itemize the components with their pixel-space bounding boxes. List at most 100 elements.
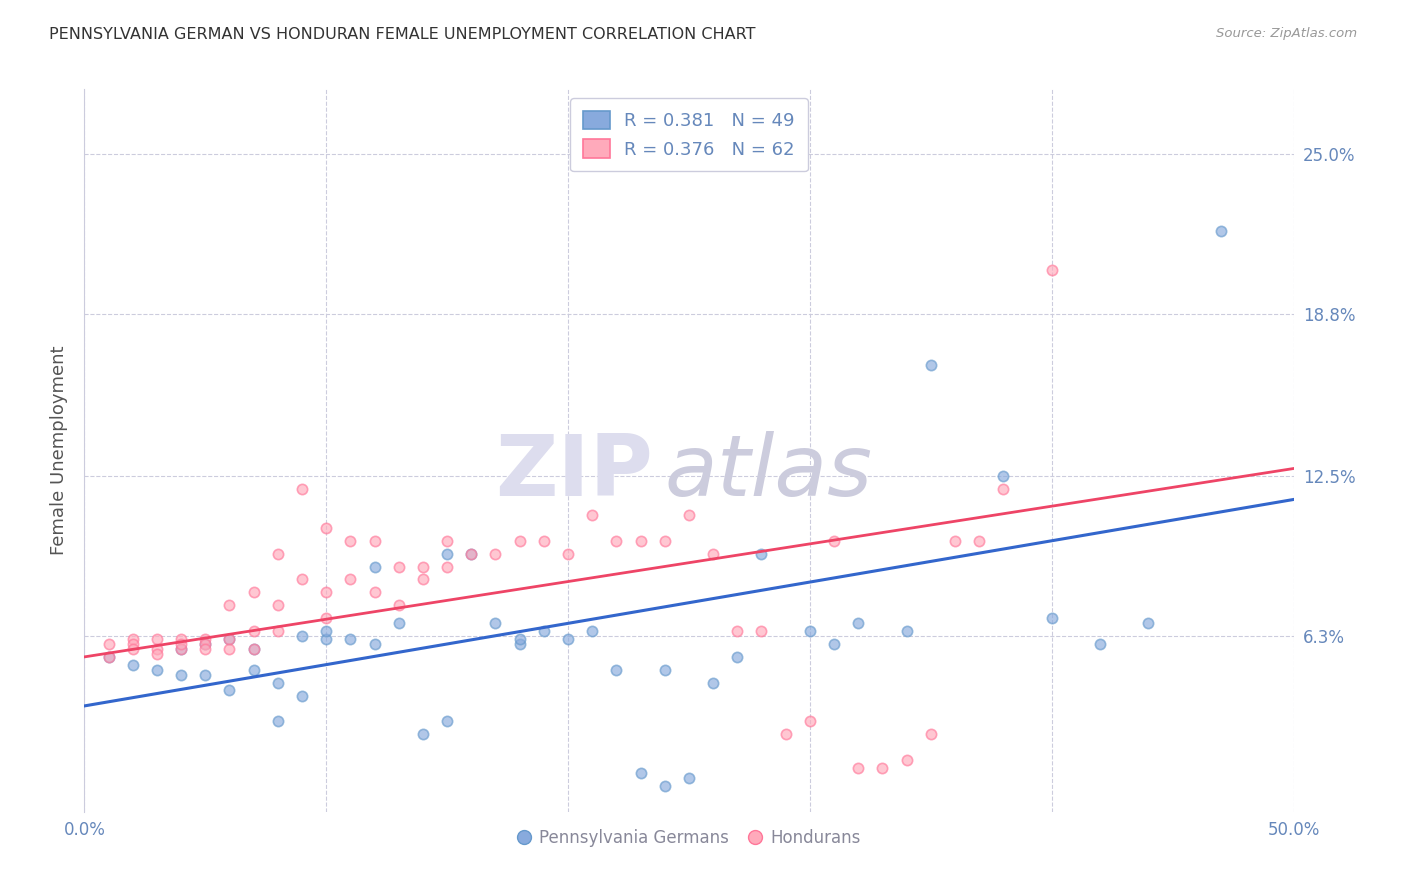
Point bbox=[291, 573, 314, 587]
Point bbox=[678, 508, 700, 522]
Point bbox=[339, 632, 361, 646]
Point bbox=[267, 675, 290, 690]
Point bbox=[605, 663, 627, 677]
Point bbox=[436, 714, 458, 729]
Point bbox=[1088, 637, 1111, 651]
Point bbox=[170, 642, 193, 657]
Point bbox=[170, 642, 193, 657]
Point bbox=[751, 547, 773, 561]
Point bbox=[194, 632, 217, 646]
Point bbox=[581, 508, 603, 522]
Point bbox=[846, 761, 869, 775]
Point bbox=[267, 547, 290, 561]
Point bbox=[533, 624, 555, 639]
Point bbox=[121, 642, 143, 657]
Point bbox=[388, 599, 411, 613]
Point bbox=[799, 714, 821, 729]
Point bbox=[242, 624, 264, 639]
Point bbox=[581, 624, 603, 639]
Point bbox=[678, 771, 700, 785]
Point bbox=[315, 632, 337, 646]
Point bbox=[993, 482, 1015, 496]
Point bbox=[412, 573, 434, 587]
Point bbox=[896, 753, 918, 767]
Point bbox=[339, 533, 361, 548]
Point bbox=[920, 359, 942, 373]
Point bbox=[170, 637, 193, 651]
Point bbox=[218, 632, 240, 646]
Point bbox=[751, 624, 773, 639]
Point bbox=[97, 637, 120, 651]
Point bbox=[605, 533, 627, 548]
Point bbox=[484, 547, 506, 561]
Point bbox=[460, 547, 482, 561]
Point bbox=[460, 547, 482, 561]
Point bbox=[509, 533, 531, 548]
Point bbox=[896, 624, 918, 639]
Point bbox=[242, 585, 264, 599]
Point bbox=[654, 663, 676, 677]
Y-axis label: Female Unemployment: Female Unemployment bbox=[49, 346, 67, 555]
Point bbox=[218, 683, 240, 698]
Point bbox=[146, 642, 169, 657]
Point bbox=[920, 727, 942, 741]
Point bbox=[799, 624, 821, 639]
Point bbox=[702, 547, 724, 561]
Point bbox=[509, 632, 531, 646]
Point bbox=[1040, 611, 1063, 625]
Point bbox=[1040, 263, 1063, 277]
Point bbox=[630, 533, 652, 548]
Point bbox=[267, 714, 290, 729]
Point bbox=[339, 573, 361, 587]
Point bbox=[218, 632, 240, 646]
Point bbox=[267, 599, 290, 613]
Text: Source: ZipAtlas.com: Source: ZipAtlas.com bbox=[1216, 27, 1357, 40]
Text: atlas: atlas bbox=[665, 431, 873, 514]
Point bbox=[509, 637, 531, 651]
Point bbox=[630, 766, 652, 780]
Point bbox=[436, 533, 458, 548]
Point bbox=[967, 533, 990, 548]
Point bbox=[388, 559, 411, 574]
Point bbox=[557, 547, 579, 561]
Point bbox=[315, 521, 337, 535]
Point bbox=[725, 624, 748, 639]
Point bbox=[872, 761, 894, 775]
Point bbox=[242, 663, 264, 677]
Point bbox=[267, 624, 290, 639]
Point bbox=[363, 559, 385, 574]
Point bbox=[654, 533, 676, 548]
Point bbox=[823, 533, 845, 548]
Point bbox=[725, 649, 748, 664]
Point bbox=[315, 624, 337, 639]
Point bbox=[194, 637, 217, 651]
Point bbox=[194, 637, 217, 651]
Point bbox=[823, 637, 845, 651]
Point bbox=[943, 533, 966, 548]
Point bbox=[146, 648, 169, 662]
Point bbox=[412, 727, 434, 741]
Point bbox=[846, 616, 869, 631]
Point bbox=[97, 649, 120, 664]
Point bbox=[121, 637, 143, 651]
Point bbox=[654, 779, 676, 793]
Point bbox=[557, 632, 579, 646]
Point bbox=[1137, 616, 1160, 631]
Point bbox=[291, 629, 314, 643]
Point bbox=[363, 637, 385, 651]
Point bbox=[121, 632, 143, 646]
Point bbox=[291, 689, 314, 703]
Point bbox=[194, 668, 217, 682]
Point bbox=[533, 533, 555, 548]
Text: PENNSYLVANIA GERMAN VS HONDURAN FEMALE UNEMPLOYMENT CORRELATION CHART: PENNSYLVANIA GERMAN VS HONDURAN FEMALE U… bbox=[49, 27, 755, 42]
Point bbox=[146, 663, 169, 677]
Text: ZIP: ZIP bbox=[495, 431, 652, 514]
Point bbox=[146, 632, 169, 646]
Point bbox=[388, 616, 411, 631]
Point bbox=[993, 469, 1015, 483]
Point bbox=[436, 547, 458, 561]
Point bbox=[97, 649, 120, 664]
Point bbox=[484, 616, 506, 631]
Point bbox=[291, 482, 314, 496]
Point bbox=[436, 559, 458, 574]
